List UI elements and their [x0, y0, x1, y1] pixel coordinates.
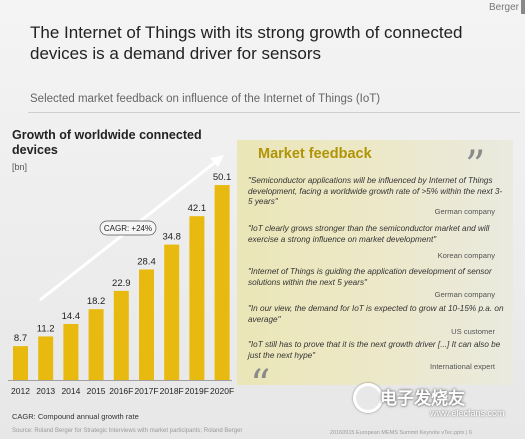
source-note: Source: Roland Berger for Strategic Inte…	[12, 428, 243, 434]
watermark-logo-icon	[353, 383, 383, 413]
bar-value-label: 11.2	[37, 323, 55, 334]
x-tick-label: 2018F	[160, 386, 184, 396]
bar-2016F	[113, 290, 129, 380]
watermark-text: 电子发烧友	[380, 389, 465, 408]
bar-value-label: 34.8	[162, 232, 181, 243]
feedback-quote-3: "Internet of Things is guiding the appli…	[248, 267, 492, 287]
feedback-quote-2: "IoT clearly grows stronger than the sem…	[248, 224, 490, 244]
bar-value-label: 50.1	[213, 172, 232, 183]
bar-value-label: 8.7	[14, 333, 27, 344]
feedback-source-3: German company	[434, 290, 495, 299]
bar-2013	[38, 336, 54, 380]
open-quote-icon: “	[250, 362, 271, 408]
chart-title: Growth of worldwide connected devices	[12, 128, 202, 157]
cagr-label: CAGR: +24%	[104, 224, 152, 233]
feedback-quote-1: "Semiconductor applications will be infl…	[248, 176, 503, 206]
bar-value-label: 18.2	[87, 296, 106, 307]
watermark-url: www.elecfans.com	[430, 408, 505, 418]
brand-logo: Berger	[488, 2, 519, 13]
feedback-source-4: US customer	[451, 327, 495, 336]
feedback-quote-5: "IoT still has to prove that it is the n…	[248, 340, 501, 360]
feedback-quote-4: "In our view, the demand for IoT is expe…	[248, 304, 504, 324]
slide-footer: 20160915 European MEMS Summit Keynote vT…	[330, 430, 473, 436]
bar-2015	[88, 309, 104, 380]
feedback-source-2: Korean company	[437, 251, 495, 260]
cagr-callout-box	[99, 220, 157, 236]
slide-subtitle: Selected market feedback on influence of…	[30, 93, 381, 105]
slide-title: The Internet of Things with its strong g…	[30, 23, 463, 63]
x-tick-label: 2020F	[210, 386, 234, 396]
close-quote-icon: ”	[465, 143, 486, 189]
feedback-source-5: International expert	[429, 362, 495, 371]
bar-2012	[13, 346, 28, 380]
x-tick-label: 2014	[61, 386, 80, 396]
bar-value-label: 42.1	[188, 203, 207, 214]
bar-value-label: 14.4	[62, 311, 81, 322]
x-tick-label: 2012	[11, 386, 30, 396]
x-tick-label: 2017F	[134, 386, 158, 396]
x-tick-label: 2015	[87, 386, 106, 396]
bar-2014	[63, 323, 79, 380]
bar-value-label: 28.4	[137, 256, 156, 267]
market-feedback-title: Market feedback	[258, 146, 372, 162]
trend-arrow-head-icon	[210, 155, 224, 167]
x-tick-label: 2019F	[185, 386, 209, 396]
chart-unit: [bn]	[12, 162, 28, 172]
x-tick-label: 2013	[36, 386, 55, 396]
divider	[28, 112, 520, 113]
feedback-source-1: German company	[434, 207, 495, 216]
bar-2017F	[139, 269, 154, 380]
bar-value-label: 22.9	[112, 278, 131, 289]
bar-2019F	[189, 216, 205, 380]
footnote: CAGR: Compound annual growth rate	[12, 412, 139, 421]
market-feedback-panel	[237, 140, 513, 385]
bar-2020F	[214, 185, 230, 380]
brand-bar	[521, 0, 525, 14]
x-tick-label: 2016F	[109, 386, 133, 396]
bar-2018F	[164, 244, 180, 380]
